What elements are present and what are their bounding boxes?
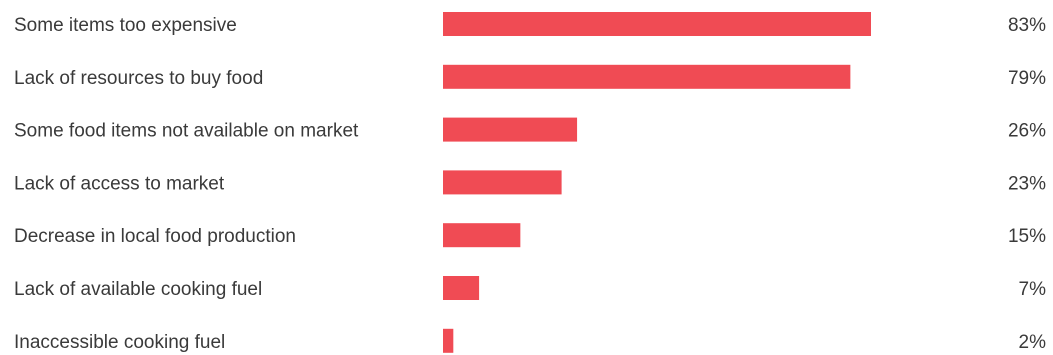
value-label: 83%: [1008, 15, 1046, 36]
value-labels: 83% 79% 26% 23% 15% 7% 2%: [1008, 15, 1046, 353]
bar: [443, 64, 851, 89]
category-label: Lack of resources to buy food: [14, 68, 263, 89]
bars: [443, 12, 871, 353]
value-label: 2%: [1019, 332, 1047, 353]
category-label: Lack of access to market: [14, 173, 225, 194]
category-labels: Some items too expensive Lack of resource…: [14, 15, 359, 353]
bar: [443, 117, 578, 142]
category-label: Some food items not available on market: [14, 121, 359, 142]
bar: [443, 328, 454, 353]
bar: [443, 170, 562, 195]
category-label: Some items too expensive: [14, 15, 237, 36]
value-label: 23%: [1008, 173, 1046, 194]
value-label: 79%: [1008, 68, 1046, 89]
bar: [443, 12, 871, 36]
value-label: 15%: [1008, 226, 1046, 247]
category-label: Inaccessible cooking fuel: [14, 332, 225, 353]
category-label: Lack of available cooking fuel: [14, 279, 262, 300]
bar: [443, 223, 521, 248]
value-label: 26%: [1008, 121, 1046, 142]
value-label: 7%: [1019, 279, 1047, 300]
bar: [443, 276, 480, 300]
category-label: Decrease in local food production: [14, 226, 296, 247]
